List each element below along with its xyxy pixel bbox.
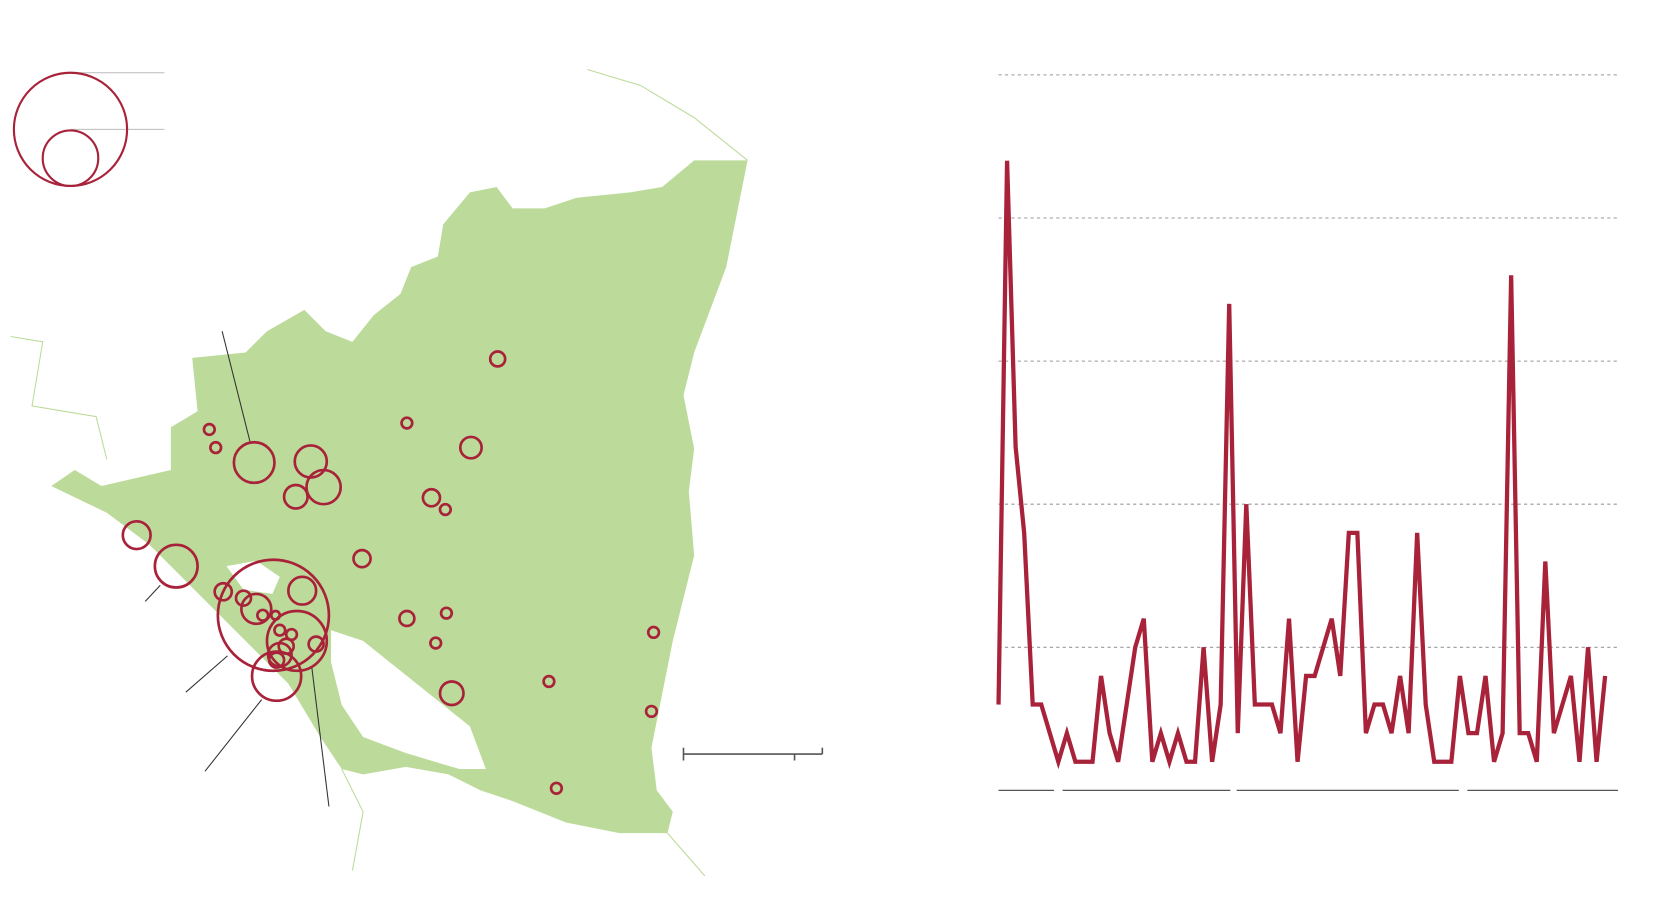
bubble (421, 487, 442, 508)
bubble (240, 592, 273, 626)
bubble (438, 680, 465, 707)
bubble (398, 609, 416, 628)
coast-outline (10, 69, 748, 877)
bubble (209, 440, 223, 455)
bubble (234, 589, 253, 607)
leader-line (185, 655, 228, 693)
bubble (352, 548, 372, 569)
leader-line (221, 331, 251, 442)
bubble (216, 558, 331, 673)
bubble (307, 635, 325, 653)
bubble (438, 502, 453, 517)
bubble (265, 609, 329, 673)
line-chart (996, 74, 1618, 770)
leader-lines (144, 331, 330, 807)
bubble (458, 435, 483, 460)
bubble (542, 674, 556, 689)
bubble (549, 781, 564, 795)
map (10, 69, 824, 877)
land (51, 160, 748, 834)
bubble (400, 416, 414, 430)
lake-managua (226, 560, 280, 594)
bubble (429, 636, 443, 650)
bubble (213, 581, 234, 602)
leader-line (311, 667, 330, 807)
line-series (996, 160, 1608, 770)
leader-line (144, 585, 161, 602)
bubble (121, 519, 152, 551)
bubble (153, 543, 199, 589)
bubble (250, 650, 303, 703)
bubble (287, 575, 318, 606)
scale-bar (682, 747, 824, 761)
bubble (488, 350, 507, 368)
bubble (256, 608, 270, 622)
leader-line (204, 699, 263, 772)
bubble (202, 422, 216, 437)
lake-nicaragua (331, 630, 486, 770)
bubble (646, 625, 661, 640)
bubble (305, 468, 343, 506)
bubble (282, 483, 309, 510)
size-legend (12, 71, 165, 188)
bubble (644, 704, 659, 719)
legend-circle (41, 129, 100, 188)
bubble (273, 623, 287, 637)
bubbles (121, 350, 661, 795)
bubble (232, 440, 276, 485)
bubble (439, 606, 454, 620)
